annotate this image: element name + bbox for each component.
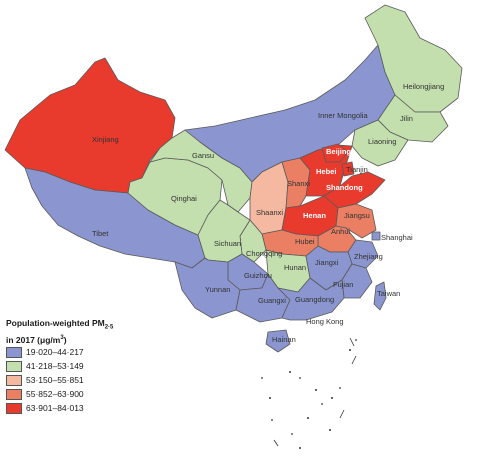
province-shanghai [371,231,381,241]
label-tibet: Tibet [92,229,109,238]
label-gansu: Gansu [192,151,214,160]
legend-item: 53·150–55·851 [6,374,113,387]
label-shanxi: Shanxi [287,179,310,188]
legend-label: 63·901–84·013 [26,403,84,414]
legend-item: 63·901–84·013 [6,402,113,415]
legend-title-end: ) [63,334,67,345]
label-hong-kong: Hong Kong [306,317,344,326]
label-liaoning: Liaoning [368,137,396,146]
legend-title-subscript: 2·5 [104,324,114,331]
label-hubei: Hubei [295,237,315,246]
legend-label: 41·218–53·149 [26,361,84,372]
province-heilongjiang [364,4,463,113]
legend-label: 53·150–55·851 [26,375,84,386]
label-hebei: Hebei [316,167,336,176]
legend-label: 19·020–44·217 [26,347,84,358]
label-shaanxi: Shaanxi [256,208,283,217]
province-hainan [265,329,291,353]
label-fujian: Fujian [333,280,353,289]
south-china-sea-islands [261,339,357,449]
province-liaoning [351,119,409,167]
legend-item: 41·218–53·149 [6,360,113,373]
label-jilin: Jilin [400,114,413,123]
label-hunan: Hunan [284,263,306,272]
legend-swatch [6,402,22,414]
province-tianjin [341,161,355,177]
province-guangdong [277,277,345,321]
label-anhui: Anhui [331,227,351,236]
legend-item: 19·020–44·217 [6,346,113,359]
legend-swatch [6,374,22,386]
legend-item: 55·852–63·900 [6,388,113,401]
legend-title-superscript: 3 [60,334,64,341]
label-yunnan: Yunnan [205,285,230,294]
province-beijing [321,143,349,163]
province-yunnan [174,257,241,319]
label-heilongjiang: Heilongjiang [403,82,444,91]
label-taiwan: Taiwan [377,289,400,298]
label-beijing: Beijing [326,147,351,156]
label-hainan: Hainan [272,335,296,344]
legend-title-line1: Population-weighted PM [6,318,105,328]
label-guangdong: Guangdong [295,295,334,304]
label-jiangxi: Jiangxi [315,258,339,267]
label-henan: Henan [303,211,326,220]
label-shandong: Shandong [326,183,363,192]
label-jiangsu: Jiangsu [344,211,370,220]
label-tianjin: Tianjin [346,165,368,174]
label-chongqing: Chongqing [246,249,282,258]
legend-swatch [6,388,22,400]
legend: Population-weighted PM2·5 in 2017 (μg/m3… [6,318,113,415]
label-guizhou: Guizhou [244,271,272,280]
legend-swatch [6,346,22,358]
legend-label: 55·852–63·900 [26,389,84,400]
label-xinjiang: Xinjiang [92,135,119,144]
label-qinghai: Qinghai [171,194,197,203]
label-sichuan: Sichuan [214,239,241,248]
label-shanghai: Shanghai [381,233,413,242]
label-guangxi: Guangxi [258,296,286,305]
legend-title: Population-weighted PM2·5 in 2017 (μg/m3… [6,318,113,345]
label-inner-mongolia: Inner Mongolia [318,111,368,120]
province-taiwan [373,281,387,311]
label-zhejiang: Zhejiang [354,252,383,261]
legend-swatch [6,360,22,372]
legend-title-line2: in 2017 (μg/m [6,334,61,345]
